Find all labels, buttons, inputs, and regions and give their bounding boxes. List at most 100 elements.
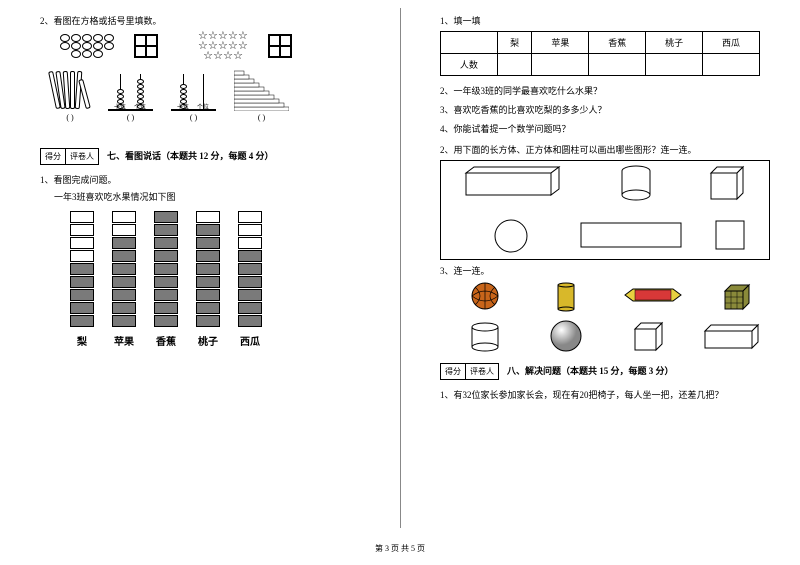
bar-cell: [196, 237, 220, 249]
q3-connect-title: 3、连一连。: [440, 264, 780, 277]
grader-label-8: 评卷人: [466, 364, 498, 379]
bar-cell: [196, 263, 220, 275]
grader-label: 评卷人: [66, 149, 98, 164]
sticks-item: ( ): [50, 71, 90, 122]
bar-cell: [196, 302, 220, 314]
connect-items: [440, 281, 770, 351]
section-7-title: 七、看图说话（本题共 12 分，每题 4 分）: [107, 149, 274, 162]
abacus-2: 十位 个位 ( ): [171, 71, 216, 122]
bar-cell: [154, 250, 178, 262]
bar-col-1: 苹果: [112, 211, 136, 348]
bar-cell: [154, 263, 178, 275]
bar-cell: [238, 237, 262, 249]
table-data-cell: [646, 54, 703, 76]
fruit-bar-chart: 梨 苹果 香蕉 桃子 西瓜: [70, 211, 380, 348]
apple-group: [60, 34, 114, 58]
table-header-cell: 西瓜: [703, 32, 760, 54]
q2-shapes-title: 2、用下面的长方体、正方体和圆柱可以画出哪些图形？连一连。: [440, 143, 780, 156]
bar-cell: [70, 302, 94, 314]
score-label: 得分: [41, 149, 66, 164]
bar-cell: [70, 315, 94, 327]
q2-title: 2、看图在方格或括号里填数。: [40, 14, 380, 27]
shapes-matching-box: [440, 160, 770, 260]
table-data-cell: [589, 54, 646, 76]
table-data-cell: [703, 54, 760, 76]
sub-q2: 2、一年级3班的同学最喜欢吃什么水果？: [440, 84, 780, 97]
bar-cell: [70, 250, 94, 262]
stairs-icon: [234, 69, 289, 111]
star-group: ☆☆☆☆☆ ☆☆☆☆☆ ☆☆☆☆: [198, 31, 248, 61]
bar-cell: [112, 276, 136, 288]
bar-cell: [154, 302, 178, 314]
bar-cell: [238, 250, 262, 262]
bar-cell: [196, 250, 220, 262]
score-box-7: 得分 评卷人: [40, 148, 99, 165]
abacus-1: 十位 个位 ( ): [108, 71, 153, 122]
page-footer: 第 3 页 共 5 页: [0, 540, 800, 554]
grid-box-1: [134, 34, 158, 58]
bar-cell: [238, 289, 262, 301]
bar-cell: [70, 276, 94, 288]
table-header-cell: 苹果: [532, 32, 589, 54]
bar-col-0: 梨: [70, 211, 94, 348]
bar-cell: [196, 289, 220, 301]
bar-cell: [112, 250, 136, 262]
bar-cell: [238, 315, 262, 327]
score-label-8: 得分: [441, 364, 466, 379]
table-data-cell: [497, 54, 532, 76]
left-column: 2、看图在方格或括号里填数。 ☆☆☆☆☆ ☆☆☆☆☆ ☆☆☆☆: [0, 0, 400, 540]
paren-4: ( ): [258, 113, 265, 122]
bar-cell: [196, 315, 220, 327]
bar-cell: [154, 211, 178, 223]
paren-3: ( ): [190, 113, 197, 122]
paren-2: ( ): [127, 113, 134, 122]
q1-subtitle: 一年3班喜欢吃水果情况如下图: [54, 190, 380, 203]
bar-cell: [112, 211, 136, 223]
fruit-count-table: 梨苹果香蕉桃子西瓜 人数: [440, 31, 760, 76]
bar-cell: [112, 263, 136, 275]
bar-cell: [112, 237, 136, 249]
bar-cell: [196, 211, 220, 223]
table-header-cell: 梨: [497, 32, 532, 54]
bar-cell: [112, 302, 136, 314]
bar-label: 苹果: [114, 333, 134, 348]
right-column: 1、填一填 梨苹果香蕉桃子西瓜 人数 2、一年级3班的同学最喜欢吃什么水果？ 3…: [400, 0, 800, 540]
bar-cell: [112, 289, 136, 301]
bar-cell: [196, 276, 220, 288]
bar-label: 桃子: [198, 333, 218, 348]
bar-cell: [70, 289, 94, 301]
bar-cell: [238, 263, 262, 275]
table-data-cell: [532, 54, 589, 76]
score-box-8: 得分 评卷人: [440, 363, 499, 380]
sub-q3: 3、喜欢吃香蕉的比喜欢吃梨的多多少人？: [440, 103, 780, 116]
bar-cell: [112, 224, 136, 236]
bar-cell: [238, 276, 262, 288]
table-header-cell: 桃子: [646, 32, 703, 54]
bar-cell: [70, 237, 94, 249]
table-header-cell: [441, 32, 498, 54]
bar-cell: [154, 276, 178, 288]
table-header-cell: 香蕉: [589, 32, 646, 54]
bar-label: 香蕉: [156, 333, 176, 348]
counting-row: ( ): [50, 69, 380, 122]
bar-cell: [70, 263, 94, 275]
bar-label: 西瓜: [240, 333, 260, 348]
bar-cell: [238, 224, 262, 236]
section-8-title: 八、解决问题（本题共 15 分，每题 3 分）: [507, 364, 674, 377]
bar-label: 梨: [77, 333, 87, 348]
bar-cell: [238, 211, 262, 223]
bar-cell: [154, 289, 178, 301]
fill-table-title: 1、填一填: [440, 14, 780, 27]
apples-stars-row: ☆☆☆☆☆ ☆☆☆☆☆ ☆☆☆☆: [60, 31, 380, 61]
sub-q4: 4、你能试着提一个数学问题吗？: [440, 122, 780, 135]
bar-cell: [70, 224, 94, 236]
bar-cell: [154, 315, 178, 327]
bar-cell: [238, 302, 262, 314]
bar-cell: [112, 315, 136, 327]
stairs-item: ( ): [234, 69, 289, 122]
q8-1: 1、有32位家长参加家长会，现在有20把椅子，每人坐一把，还差几把？: [440, 388, 780, 401]
grid-box-2: [268, 34, 292, 58]
q1-title: 1、看图完成问题。: [40, 173, 380, 186]
table-row-label: 人数: [441, 54, 498, 76]
bar-cell: [70, 211, 94, 223]
